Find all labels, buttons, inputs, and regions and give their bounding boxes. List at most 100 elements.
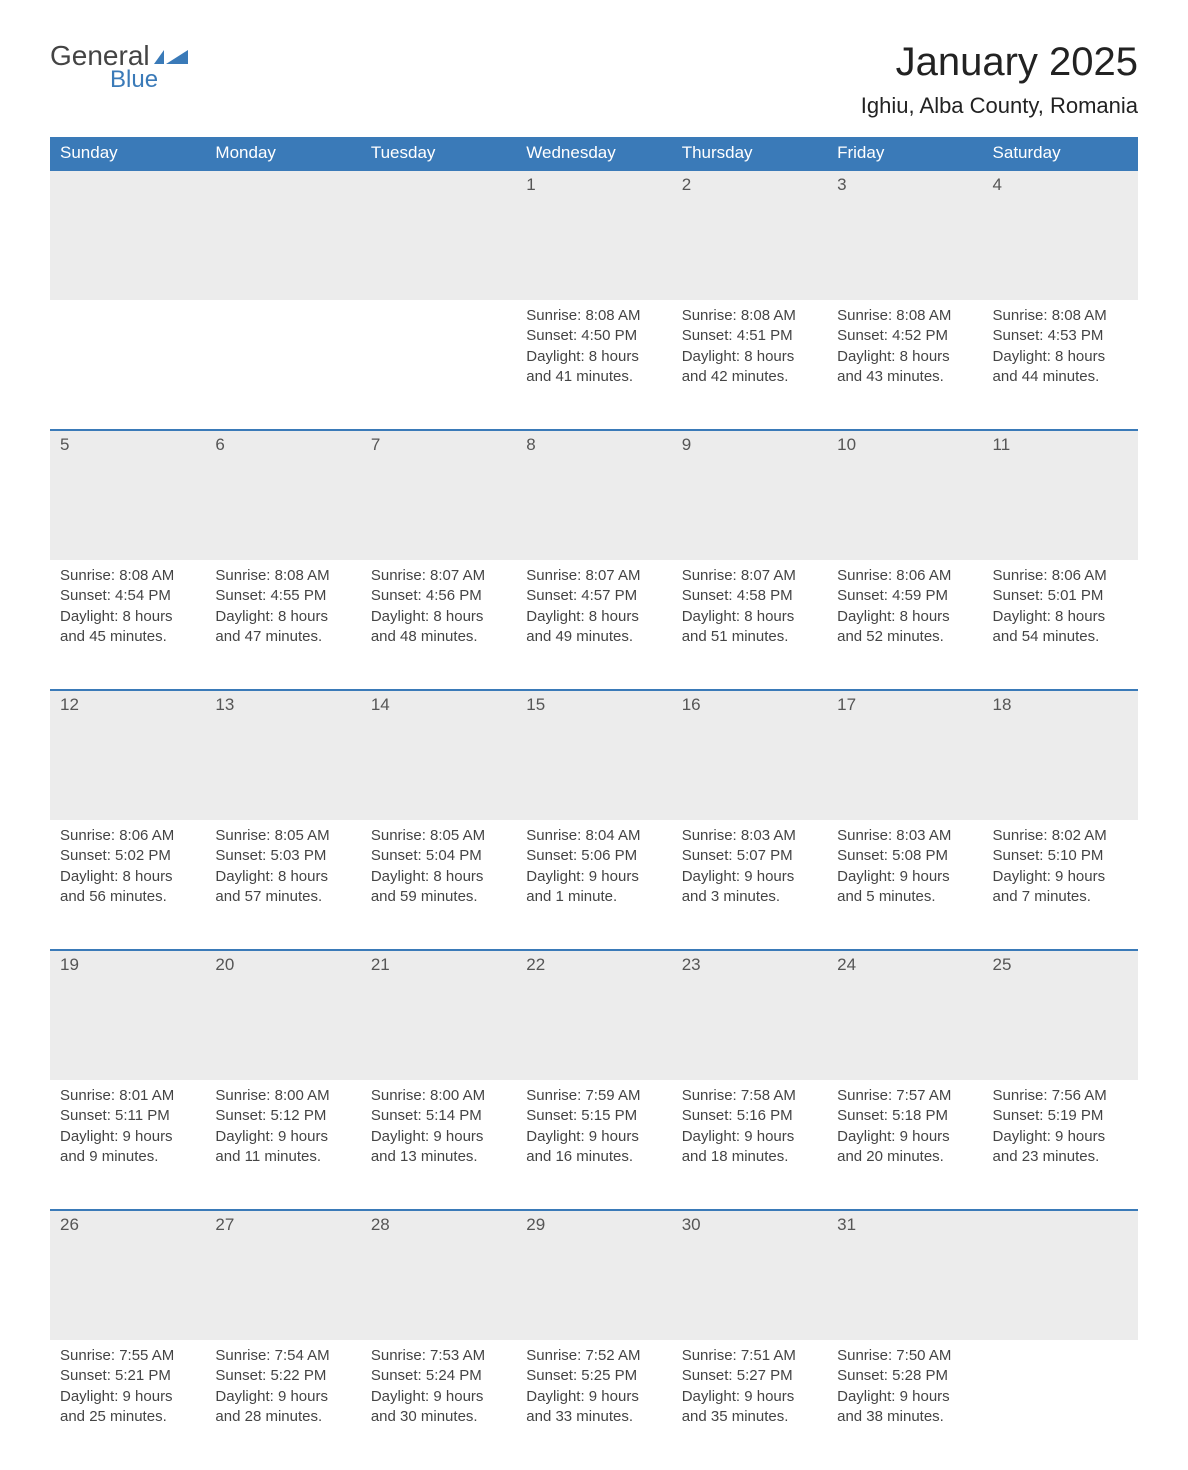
daylight-text-2: and 41 minutes. [526, 367, 661, 387]
day-cell: Sunrise: 7:58 AMSunset: 5:16 PMDaylight:… [672, 1080, 827, 1210]
day-cell: Sunrise: 8:07 AMSunset: 4:56 PMDaylight:… [361, 560, 516, 690]
sunrise-text: Sunrise: 8:03 AM [837, 826, 972, 846]
day-cell: Sunrise: 8:00 AMSunset: 5:14 PMDaylight:… [361, 1080, 516, 1210]
sunset-text: Sunset: 4:53 PM [993, 326, 1128, 346]
day-number-cell [50, 170, 205, 300]
sunset-text: Sunset: 5:15 PM [526, 1106, 661, 1126]
day-number-cell: 28 [361, 1210, 516, 1340]
day-cell: Sunrise: 7:52 AMSunset: 5:25 PMDaylight:… [516, 1340, 671, 1470]
day-number-cell: 29 [516, 1210, 671, 1340]
daylight-text-2: and 7 minutes. [993, 887, 1128, 907]
daylight-text-2: and 35 minutes. [682, 1407, 817, 1427]
day-cell: Sunrise: 8:05 AMSunset: 5:04 PMDaylight:… [361, 820, 516, 950]
day-cell: Sunrise: 8:04 AMSunset: 5:06 PMDaylight:… [516, 820, 671, 950]
day-number-cell: 8 [516, 430, 671, 560]
day-cell: Sunrise: 8:06 AMSunset: 4:59 PMDaylight:… [827, 560, 982, 690]
day-number: 28 [361, 1211, 516, 1239]
daylight-text-1: Daylight: 8 hours [371, 867, 506, 887]
day-cell: Sunrise: 7:51 AMSunset: 5:27 PMDaylight:… [672, 1340, 827, 1470]
daylight-text-2: and 47 minutes. [215, 627, 350, 647]
sunset-text: Sunset: 4:56 PM [371, 586, 506, 606]
day-number-cell: 22 [516, 950, 671, 1080]
day-number: 9 [672, 431, 827, 459]
day-cell: Sunrise: 7:57 AMSunset: 5:18 PMDaylight:… [827, 1080, 982, 1210]
sunset-text: Sunset: 5:14 PM [371, 1106, 506, 1126]
day-cell [983, 1340, 1138, 1470]
header: General Blue January 2025 Ighiu, Alba Co… [50, 40, 1138, 119]
sunset-text: Sunset: 5:08 PM [837, 846, 972, 866]
day-number: 6 [205, 431, 360, 459]
sunrise-text: Sunrise: 8:04 AM [526, 826, 661, 846]
day-number-cell: 21 [361, 950, 516, 1080]
day-body: Sunrise: 7:52 AMSunset: 5:25 PMDaylight:… [516, 1340, 671, 1439]
sunrise-text: Sunrise: 7:57 AM [837, 1086, 972, 1106]
day-number-cell: 6 [205, 430, 360, 560]
day-number-cell [983, 1210, 1138, 1340]
sunset-text: Sunset: 5:07 PM [682, 846, 817, 866]
day-body: Sunrise: 8:08 AMSunset: 4:55 PMDaylight:… [205, 560, 360, 659]
day-number-cell: 4 [983, 170, 1138, 300]
weekday-header: Friday [827, 137, 982, 170]
logo: General Blue [50, 40, 188, 94]
week-body-row: Sunrise: 7:55 AMSunset: 5:21 PMDaylight:… [50, 1340, 1138, 1470]
daylight-text-1: Daylight: 9 hours [526, 1387, 661, 1407]
day-number-cell: 20 [205, 950, 360, 1080]
sunset-text: Sunset: 5:04 PM [371, 846, 506, 866]
day-number: 16 [672, 691, 827, 719]
calendar-body: 1234Sunrise: 8:08 AMSunset: 4:50 PMDayli… [50, 170, 1138, 1470]
sunrise-text: Sunrise: 8:07 AM [371, 566, 506, 586]
day-body: Sunrise: 7:58 AMSunset: 5:16 PMDaylight:… [672, 1080, 827, 1179]
day-cell: Sunrise: 8:05 AMSunset: 5:03 PMDaylight:… [205, 820, 360, 950]
sunrise-text: Sunrise: 8:05 AM [215, 826, 350, 846]
daylight-text-1: Daylight: 8 hours [371, 607, 506, 627]
day-body: Sunrise: 7:55 AMSunset: 5:21 PMDaylight:… [50, 1340, 205, 1439]
day-cell: Sunrise: 7:56 AMSunset: 5:19 PMDaylight:… [983, 1080, 1138, 1210]
sunset-text: Sunset: 4:51 PM [682, 326, 817, 346]
day-number-cell: 30 [672, 1210, 827, 1340]
daylight-text-2: and 30 minutes. [371, 1407, 506, 1427]
month-title: January 2025 [861, 40, 1138, 85]
day-number-cell: 11 [983, 430, 1138, 560]
sunset-text: Sunset: 5:03 PM [215, 846, 350, 866]
day-body: Sunrise: 7:50 AMSunset: 5:28 PMDaylight:… [827, 1340, 982, 1439]
day-number-cell: 26 [50, 1210, 205, 1340]
daylight-text-1: Daylight: 8 hours [993, 607, 1128, 627]
day-body: Sunrise: 8:01 AMSunset: 5:11 PMDaylight:… [50, 1080, 205, 1179]
day-number-cell: 27 [205, 1210, 360, 1340]
day-cell [361, 300, 516, 430]
day-cell: Sunrise: 7:59 AMSunset: 5:15 PMDaylight:… [516, 1080, 671, 1210]
daylight-text-2: and 42 minutes. [682, 367, 817, 387]
sunset-text: Sunset: 5:11 PM [60, 1106, 195, 1126]
sunset-text: Sunset: 4:50 PM [526, 326, 661, 346]
day-cell: Sunrise: 7:50 AMSunset: 5:28 PMDaylight:… [827, 1340, 982, 1470]
day-cell: Sunrise: 8:08 AMSunset: 4:51 PMDaylight:… [672, 300, 827, 430]
daylight-text-2: and 57 minutes. [215, 887, 350, 907]
day-number: 19 [50, 951, 205, 979]
daylight-text-1: Daylight: 9 hours [215, 1387, 350, 1407]
weekday-header: Sunday [50, 137, 205, 170]
day-cell: Sunrise: 8:03 AMSunset: 5:07 PMDaylight:… [672, 820, 827, 950]
day-number-cell: 7 [361, 430, 516, 560]
day-number: 12 [50, 691, 205, 719]
sunrise-text: Sunrise: 8:08 AM [682, 306, 817, 326]
day-cell: Sunrise: 8:08 AMSunset: 4:53 PMDaylight:… [983, 300, 1138, 430]
day-number: 7 [361, 431, 516, 459]
sunrise-text: Sunrise: 8:07 AM [526, 566, 661, 586]
daylight-text-2: and 52 minutes. [837, 627, 972, 647]
daylight-text-2: and 11 minutes. [215, 1147, 350, 1167]
day-body: Sunrise: 8:08 AMSunset: 4:52 PMDaylight:… [827, 300, 982, 399]
daylight-text-2: and 45 minutes. [60, 627, 195, 647]
day-body: Sunrise: 8:04 AMSunset: 5:06 PMDaylight:… [516, 820, 671, 919]
day-body: Sunrise: 8:08 AMSunset: 4:51 PMDaylight:… [672, 300, 827, 399]
day-cell: Sunrise: 8:06 AMSunset: 5:01 PMDaylight:… [983, 560, 1138, 690]
sunrise-text: Sunrise: 8:06 AM [993, 566, 1128, 586]
sunset-text: Sunset: 5:19 PM [993, 1106, 1128, 1126]
sunset-text: Sunset: 5:27 PM [682, 1366, 817, 1386]
sunrise-text: Sunrise: 8:08 AM [993, 306, 1128, 326]
day-number [50, 171, 205, 179]
day-body: Sunrise: 8:08 AMSunset: 4:53 PMDaylight:… [983, 300, 1138, 399]
daylight-text-1: Daylight: 8 hours [60, 607, 195, 627]
day-number [983, 1211, 1138, 1219]
daylight-text-1: Daylight: 8 hours [837, 607, 972, 627]
day-body: Sunrise: 7:53 AMSunset: 5:24 PMDaylight:… [361, 1340, 516, 1439]
